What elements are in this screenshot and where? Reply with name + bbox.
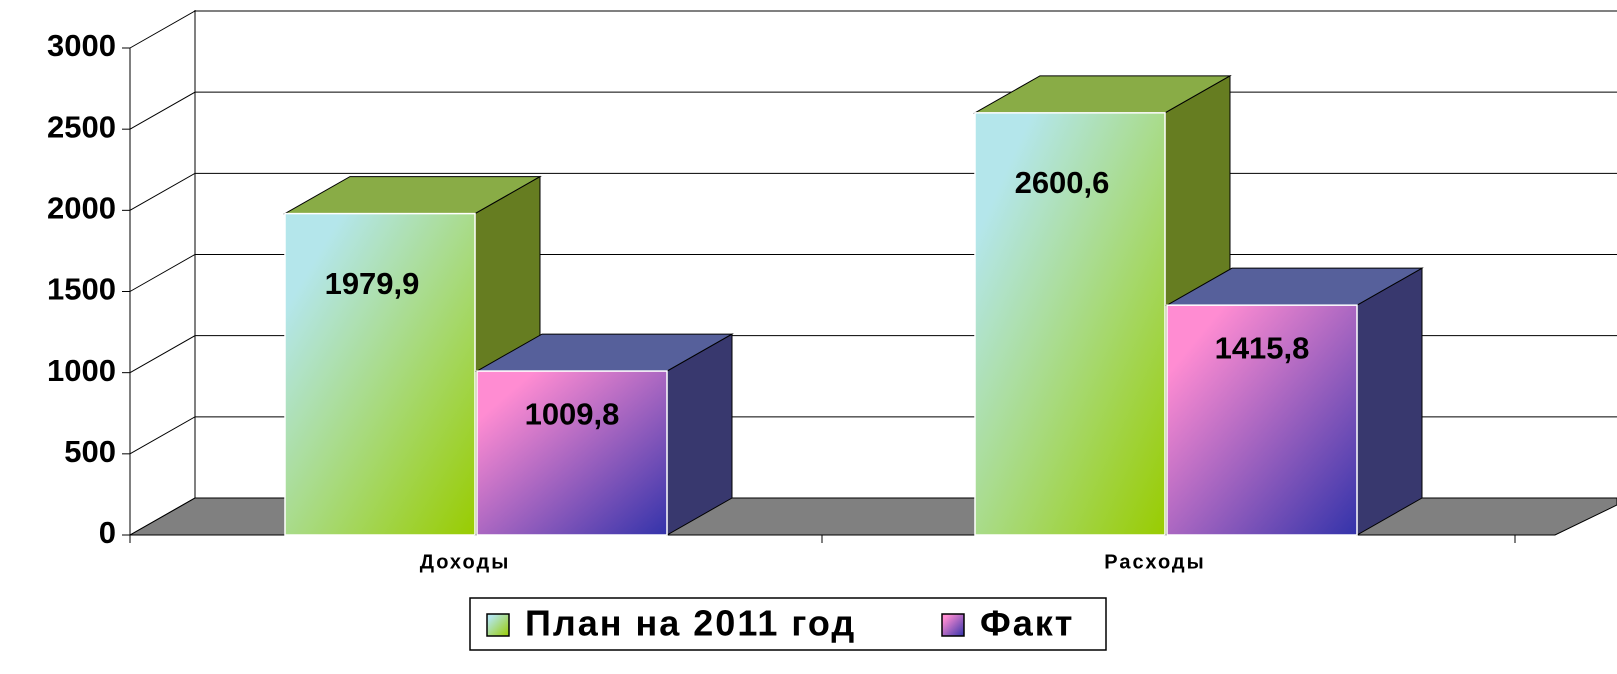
x-tick-label: Расходы [1104,551,1205,573]
bar-front [1166,304,1358,536]
x-tick-label: Доходы [420,551,511,573]
bar [1165,267,1424,536]
legend-label: Факт [980,603,1074,644]
bar-front [974,112,1166,536]
legend-swatch [486,613,510,637]
bar-side [1356,267,1423,536]
y-tick-label: 2500 [47,109,116,144]
value-label: 2600,6 [1015,165,1110,200]
bar-front [284,212,476,536]
y-tick-label: 1500 [47,272,116,307]
y-tick-label: 3000 [47,28,116,63]
value-label: 1009,8 [525,396,620,431]
y-tick-label: 1000 [47,353,116,388]
legend-swatch [941,613,965,637]
legend [469,597,1107,651]
y-tick-label: 0 [99,515,116,550]
grid-line [129,91,1617,130]
legend-label: План на 2011 год [525,603,856,644]
value-label: 1415,8 [1215,330,1310,365]
y-tick-label: 500 [64,434,116,469]
grid-line [129,10,1617,49]
y-tick-label: 2000 [47,191,116,226]
value-label: 1979,9 [325,266,420,301]
bar [475,333,734,536]
bar-front [476,370,668,536]
